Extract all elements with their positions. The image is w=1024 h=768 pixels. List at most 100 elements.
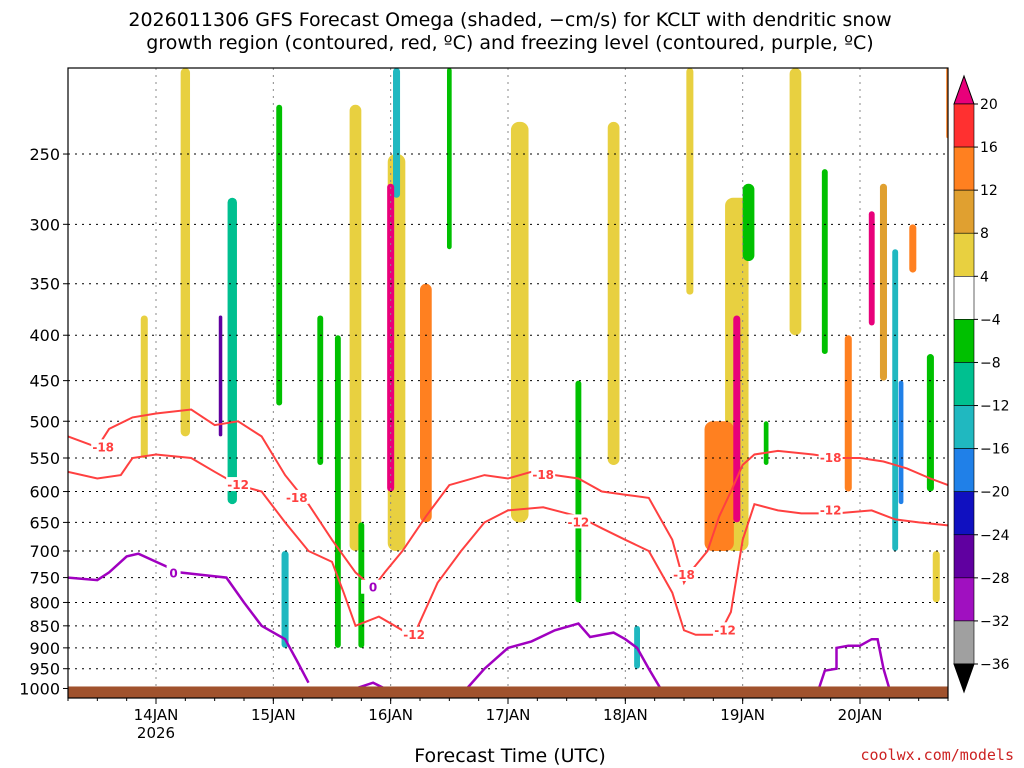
colorbar-label-2: 12 <box>980 183 998 199</box>
dgz-label-4: -18 <box>531 467 556 482</box>
omega-feature-8 <box>334 335 341 648</box>
dgz-label-text: -12 <box>403 628 425 642</box>
gridlines <box>68 68 948 698</box>
dgz-label-bg <box>713 622 738 637</box>
dgz-label-text: -18 <box>673 568 695 582</box>
dgz-label-text: 0 <box>369 581 377 595</box>
x-tick-label-16: 16JAN <box>368 706 413 724</box>
colorbar-swatch-11 <box>953 534 975 579</box>
omega-feature-24 <box>844 335 852 492</box>
colorbar-swatch-7 <box>953 362 975 406</box>
omega-feature-16 <box>763 421 769 465</box>
dgz-label-bg <box>531 467 556 482</box>
colorbar-swatch-5 <box>953 276 975 320</box>
x-tick-label-17: 17JAN <box>486 706 531 724</box>
x-tick-sublabel-14: 2026 <box>137 724 175 742</box>
dgz-label-bg <box>91 439 116 454</box>
colorbar-swatch-9 <box>953 448 975 492</box>
omega-feature-7 <box>317 315 324 465</box>
y-tick-label-550: 550 <box>29 449 60 468</box>
omega-feature-15 <box>742 183 755 262</box>
credit-text: coolwx.com/models <box>860 746 1014 764</box>
y-tick-label-700: 700 <box>29 542 60 561</box>
freezing-label-bg <box>166 565 181 580</box>
colorbar-swatch-13 <box>953 620 975 665</box>
dgz-label-text: -12 <box>227 478 249 492</box>
colorbar-label-5: −4 <box>980 312 1001 328</box>
dgz-label-text: -12 <box>820 503 842 517</box>
contour-labels: -18 -12 -18 -12 -18 -12 -18 -12 -18 -12 0 0 <box>91 439 843 642</box>
colorbar-cap-bottom <box>953 663 975 694</box>
y-axis: 250 300 350 400 450 500 550 600 650 700 750 800 850 9… <box>19 145 68 698</box>
omega-feature-12 <box>510 121 529 523</box>
omega-feature-6 <box>276 104 283 406</box>
colorbar-label-3: 8 <box>980 226 989 242</box>
omega-feature-26 <box>909 224 917 273</box>
omega-feature-23 <box>704 421 734 551</box>
dgz-label-bg <box>361 579 386 594</box>
y-tick-label-800: 800 <box>29 593 60 612</box>
y-tick-label-950: 950 <box>29 660 60 679</box>
y-tick-label-650: 650 <box>29 513 60 532</box>
dgz-label-2: -18 <box>284 489 309 505</box>
ground-surface <box>68 686 948 698</box>
freezing-contour-3 <box>817 637 891 689</box>
omega-feature-35 <box>218 315 223 437</box>
omega-feature-33 <box>733 315 741 523</box>
freezing-contour-0 <box>68 552 310 684</box>
y-tick-label-850: 850 <box>29 617 60 636</box>
y-tick-label-750: 750 <box>29 569 60 588</box>
plot-area: -18 -12 -18 -12 -18 -12 -18 -12 -18 -12 0 0 <box>67 67 949 699</box>
omega-feature-31 <box>898 380 904 505</box>
chart-title-line-2: growth region (contoured, red, ºC) and f… <box>146 32 873 54</box>
omega-feature-4 <box>789 68 802 336</box>
dgz-label-bg <box>566 514 591 529</box>
colorbar-label-10: −24 <box>980 528 1010 544</box>
dgz-label-text: -18 <box>820 451 842 465</box>
dgz-label-7: -12 <box>713 622 738 637</box>
colorbar: 20 16 12 8 4 −4 −8 −12 −16 −20 −24 −28 −32 −36 <box>953 74 1010 694</box>
omega-feature-2 <box>349 104 362 551</box>
colorbar-label-6: −8 <box>980 355 1001 371</box>
omega-feature-5 <box>686 68 694 295</box>
dgz-label-0: -18 <box>91 439 116 454</box>
colorbar-label-7: −12 <box>980 399 1010 415</box>
y-tick-label-1000: 1000 <box>19 679 60 698</box>
colorbar-swatch-4 <box>953 232 975 277</box>
dgz-label-5: -12 <box>566 514 591 529</box>
x-tick-label-15: 15JAN <box>251 706 296 724</box>
x-tick-label-14: 14JAN <box>134 706 179 724</box>
dgz-label-bg <box>818 449 843 464</box>
omega-feature-1 <box>180 68 191 437</box>
omega-feature-17 <box>821 169 828 355</box>
dgz-label-text: -12 <box>714 623 736 637</box>
y-tick-label-350: 350 <box>29 275 60 294</box>
dgz-label-text: -18 <box>92 440 114 454</box>
colorbar-label-11: −28 <box>980 571 1010 587</box>
dgz-label-text: -12 <box>568 515 590 529</box>
dgz-label-text: -18 <box>532 468 554 482</box>
dgz-label-3: -12 <box>402 626 427 642</box>
dgz-label-bg <box>818 502 843 517</box>
omega-feature-28 <box>281 550 289 648</box>
omega-feature-13 <box>575 380 582 603</box>
dgz-label-10: 0 <box>361 579 386 595</box>
colorbar-label-4: 4 <box>980 269 989 285</box>
colorbar-label-9: −20 <box>980 485 1010 501</box>
omega-feature-22 <box>420 283 432 523</box>
colorbar-swatch-12 <box>953 577 975 622</box>
dgz-label-9: -12 <box>818 502 843 517</box>
omega-feature-25 <box>892 249 899 551</box>
dgz-label-bg <box>226 477 251 492</box>
omega-feature-21 <box>227 197 237 505</box>
y-tick-label-300: 300 <box>29 215 60 234</box>
dgz-label-bg <box>672 566 696 581</box>
colorbar-cap-top <box>953 74 975 105</box>
chart-title-line-1: 2026011306 GFS Forecast Omega (shaded, −… <box>128 9 891 31</box>
ground-fill <box>68 686 948 698</box>
dgz-label-6: -18 <box>672 566 696 582</box>
colorbar-label-8: −16 <box>980 442 1010 458</box>
colorbar-swatch-8 <box>953 405 975 449</box>
